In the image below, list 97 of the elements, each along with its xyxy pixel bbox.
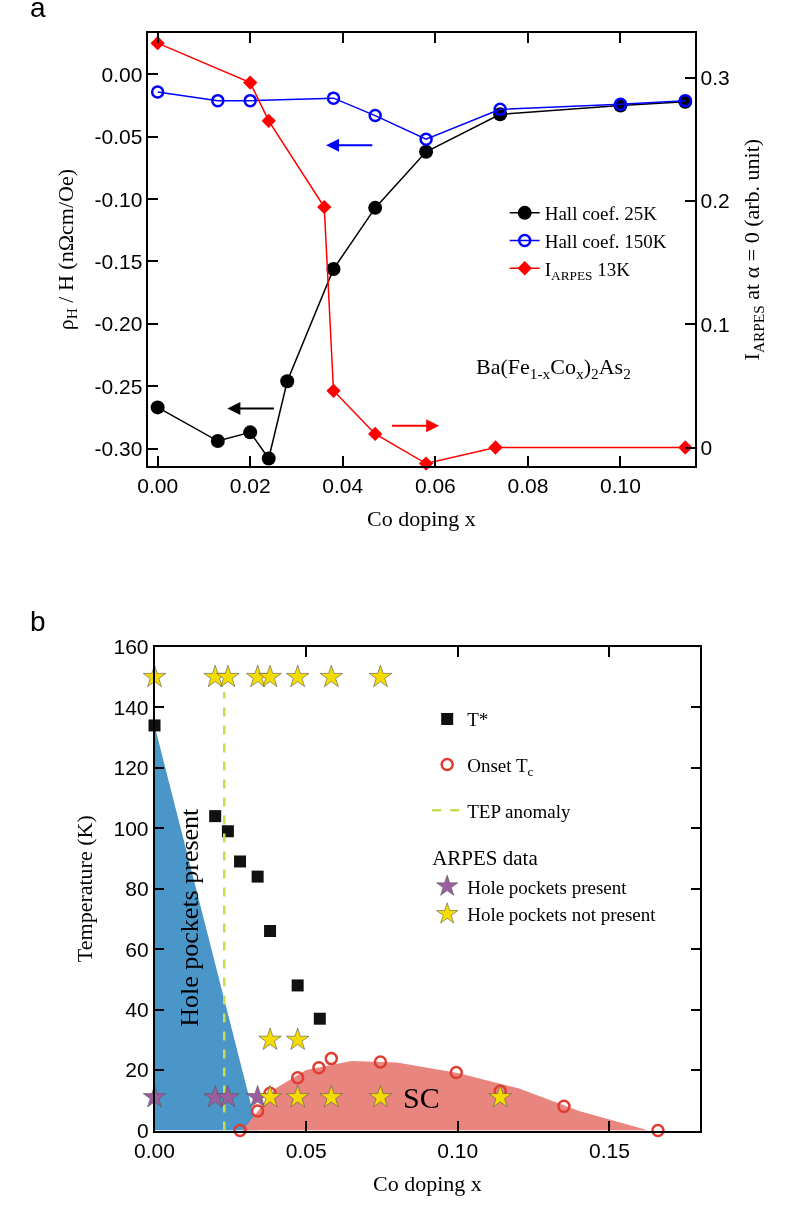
point	[211, 93, 225, 108]
point	[373, 1055, 388, 1069]
annotation: SC	[403, 1081, 440, 1114]
point	[326, 383, 341, 398]
point	[221, 825, 234, 838]
point	[142, 664, 167, 687]
point	[493, 102, 507, 117]
y-tick-label: 80	[125, 877, 149, 901]
legend-title: ARPES data	[432, 846, 539, 871]
y-tick-label: 0	[136, 1118, 149, 1142]
legend-label: Onset T$_{c}$	[467, 755, 534, 779]
point	[209, 810, 222, 823]
point	[251, 870, 264, 883]
point	[258, 664, 282, 687]
y-tick-label: 40	[125, 997, 149, 1021]
y2-tick-label: 0.2	[700, 189, 730, 213]
point	[258, 1085, 282, 1108]
point	[150, 400, 165, 415]
chart-title: b	[30, 606, 46, 637]
point	[258, 1027, 282, 1050]
y-tick-label: -0.15	[94, 249, 143, 273]
x-tick-label: 0.06	[414, 473, 456, 497]
point	[216, 1085, 240, 1108]
legend-label: Hole pockets present	[467, 876, 628, 898]
point	[291, 979, 304, 992]
x-axis-title: Co doping x	[373, 1170, 482, 1196]
point	[280, 374, 295, 389]
point	[368, 1085, 393, 1108]
y-tick-label: 60	[125, 937, 149, 961]
point	[419, 144, 434, 159]
point	[261, 451, 276, 466]
legend-label: T*	[467, 709, 489, 731]
point	[313, 1012, 326, 1025]
point	[216, 664, 240, 687]
point	[243, 75, 258, 90]
x-tick-label: 0.15	[588, 1138, 630, 1162]
chart-title: a	[30, 0, 46, 23]
point	[250, 1104, 265, 1118]
y-tick-label: -0.25	[94, 374, 143, 398]
point	[368, 426, 383, 442]
y2-tick-label: 0.3	[700, 66, 730, 90]
x-tick-label: 0.10	[437, 1138, 479, 1162]
point	[368, 108, 382, 123]
point	[243, 93, 257, 108]
point	[651, 1123, 665, 1138]
point	[234, 855, 247, 868]
point	[368, 200, 383, 215]
legend-label: Hall coef. 25K	[544, 203, 658, 225]
x-axis-title: Co doping x	[367, 506, 476, 532]
point	[324, 1051, 339, 1066]
point	[150, 85, 165, 99]
legend-label: Hole pockets not present	[467, 904, 657, 926]
point	[488, 440, 503, 455]
point	[243, 425, 258, 440]
point	[449, 1065, 464, 1080]
point	[142, 1085, 167, 1108]
y-tick-label: -0.05	[94, 125, 143, 149]
point	[210, 434, 225, 449]
y-tick-label: 0.00	[101, 62, 143, 86]
legend-label: I$_{ARPES}$ 13K	[544, 258, 631, 283]
x-tick-label: 0.05	[285, 1138, 327, 1162]
point	[488, 1085, 512, 1108]
y-tick-label: -0.10	[94, 187, 143, 211]
x-tick-label: 0.04	[322, 473, 364, 497]
x-tick-label: 0.10	[600, 473, 641, 497]
x-tick-label: 0.02	[229, 473, 271, 497]
point	[557, 1099, 571, 1114]
y-tick-label: 120	[113, 756, 149, 780]
y-axis-title: Temperature (K)	[71, 815, 97, 963]
y-tick-label: 20	[125, 1058, 149, 1082]
point	[319, 1085, 343, 1108]
point	[326, 261, 341, 276]
point	[319, 664, 343, 687]
point	[261, 113, 276, 128]
y-tick-label: -0.20	[94, 312, 143, 336]
point	[419, 132, 433, 147]
legend-label: Hall coef. 150K	[544, 230, 667, 252]
point	[286, 1085, 310, 1108]
y2-tick-label: 0.1	[700, 312, 730, 336]
annotation: Ba(Fe$_{1-x}$Co$_{x}$)$_{2}$As$_{2}$	[476, 354, 631, 382]
point	[290, 1070, 305, 1085]
point	[326, 91, 341, 105]
x-tick-label: 0.08	[507, 473, 549, 497]
point	[317, 199, 332, 215]
point	[286, 664, 310, 687]
y2-tick-label: 0	[700, 435, 713, 459]
point	[368, 664, 393, 687]
point	[233, 1123, 247, 1138]
y-tick-label: -0.30	[94, 436, 143, 460]
y-tick-label: 100	[113, 816, 149, 840]
point	[264, 925, 277, 938]
y-tick-label: 140	[113, 695, 149, 719]
annotation: Hole pockets present	[175, 807, 205, 1027]
point	[312, 1060, 326, 1075]
point	[286, 1027, 310, 1050]
y-tick-label: 160	[113, 635, 149, 659]
legend-label: TEP anomaly	[467, 800, 571, 822]
